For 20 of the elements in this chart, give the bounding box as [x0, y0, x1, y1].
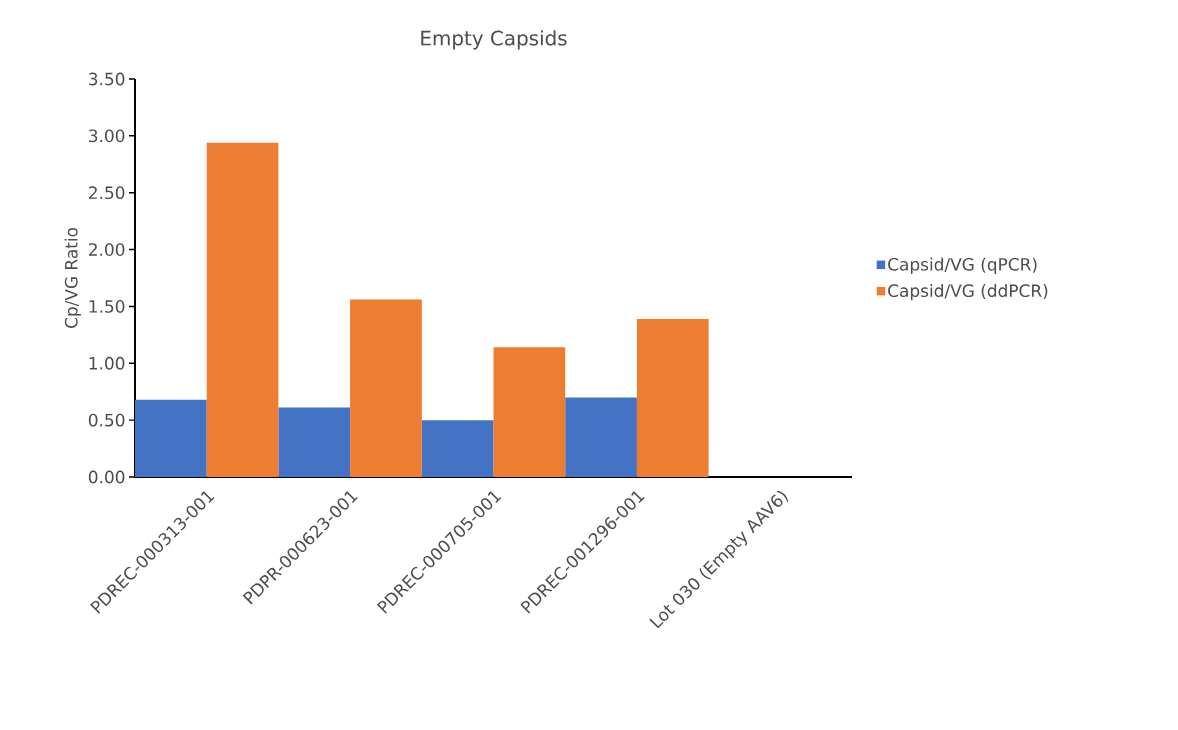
- legend-label: Capsid/VG (qPCR): [888, 257, 1037, 275]
- chart-title: Empty Capsids: [421, 30, 567, 50]
- y-tick-label: 2.00: [89, 243, 125, 256]
- bar: [278, 407, 351, 477]
- bar: [350, 299, 422, 477]
- y-tick-label: 2.50: [89, 186, 125, 200]
- bar: [565, 397, 637, 477]
- y-tick-label: 0.50: [88, 413, 125, 427]
- y-tick-label: 1.50: [89, 300, 125, 313]
- bar: [135, 399, 207, 477]
- y-tick-label: 3.00: [89, 129, 125, 143]
- legend-label: Capsid/VG (ddPCR): [888, 283, 1048, 301]
- bar: [493, 347, 566, 477]
- y-tick-label: 0.00: [88, 470, 125, 484]
- y-tick-label: 1.00: [89, 356, 125, 370]
- bar: [421, 420, 494, 477]
- y-axis-title: Cp/VG Ratio: [64, 227, 81, 328]
- bar: [206, 142, 279, 477]
- y-tick-label: 3.50: [89, 72, 125, 86]
- bar: [636, 318, 709, 477]
